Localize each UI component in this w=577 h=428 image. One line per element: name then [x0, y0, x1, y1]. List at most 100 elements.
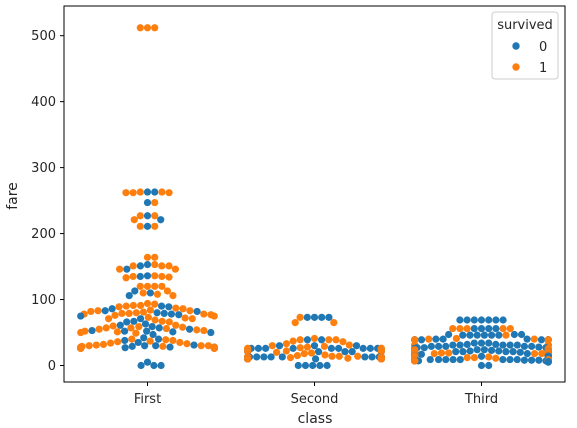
data-point-survived-1 — [188, 315, 196, 323]
data-point-survived-0 — [470, 316, 478, 324]
data-point-survived-1 — [286, 353, 295, 362]
data-point-survived-0 — [121, 344, 129, 352]
data-point-survived-0 — [267, 353, 275, 361]
data-point-survived-0 — [148, 322, 156, 331]
data-point-survived-1 — [296, 313, 304, 321]
data-point-survived-0 — [480, 331, 488, 339]
data-point-survived-0 — [136, 262, 145, 270]
data-point-survived-0 — [310, 313, 319, 321]
data-point-survived-1 — [282, 347, 290, 355]
x-tick-label: Third — [464, 392, 498, 407]
data-point-survived-1 — [136, 188, 144, 196]
data-point-survived-1 — [151, 282, 159, 290]
data-point-survived-0 — [143, 222, 152, 230]
data-point-survived-0 — [143, 272, 152, 280]
data-point-survived-1 — [118, 309, 126, 317]
data-point-survived-0 — [175, 311, 183, 319]
data-point-survived-0 — [348, 348, 356, 356]
data-point-survived-0 — [502, 348, 510, 356]
data-point-survived-0 — [301, 361, 310, 370]
data-point-survived-0 — [143, 212, 152, 220]
data-point-survived-0 — [420, 344, 428, 352]
data-point-survived-0 — [108, 305, 116, 313]
data-point-survived-1 — [85, 342, 93, 350]
data-point-survived-0 — [537, 336, 546, 344]
data-point-survived-1 — [445, 349, 453, 357]
data-point-survived-0 — [77, 312, 85, 320]
data-point-survived-1 — [544, 336, 552, 344]
data-point-survived-1 — [163, 287, 172, 295]
y-axis-ticks: 0 100 200 300 400 500 — [31, 29, 64, 374]
data-point-survived-1 — [129, 262, 137, 270]
data-point-survived-0 — [128, 342, 136, 350]
data-point-survived-0 — [359, 344, 367, 352]
data-point-survived-0 — [449, 341, 457, 349]
y-tick-label: 0 — [48, 359, 56, 374]
data-point-survived-0 — [316, 361, 324, 370]
data-point-survived-0 — [485, 339, 493, 347]
legend-title: survived — [497, 18, 553, 33]
data-point-survived-0 — [323, 361, 331, 370]
data-point-survived-0 — [143, 327, 151, 335]
data-point-survived-0 — [495, 331, 503, 339]
data-point-survived-0 — [463, 316, 471, 324]
data-point-survived-0 — [439, 335, 447, 343]
data-point-survived-0 — [477, 339, 486, 347]
data-point-survived-1 — [345, 341, 353, 349]
data-point-survived-0 — [485, 361, 493, 370]
data-point-survived-0 — [136, 272, 144, 281]
data-point-survived-1 — [289, 337, 297, 345]
data-point-survived-1 — [377, 355, 385, 363]
data-point-survived-1 — [136, 282, 144, 290]
x-axis-label: class — [298, 411, 333, 427]
data-point-survived-1 — [339, 338, 347, 346]
data-point-survived-0 — [167, 310, 176, 318]
data-point-survived-0 — [516, 348, 524, 356]
data-point-survived-1 — [463, 353, 471, 362]
y-axis-label: fare — [5, 182, 21, 210]
data-point-survived-1 — [296, 344, 304, 352]
data-point-survived-1 — [463, 324, 471, 333]
data-point-survived-0 — [317, 336, 326, 344]
data-point-survived-1 — [136, 301, 145, 310]
data-point-survived-0 — [361, 353, 369, 361]
data-point-survived-0 — [513, 341, 521, 349]
data-point-survived-1 — [122, 274, 130, 282]
data-point-survived-0 — [314, 348, 323, 356]
data-point-survived-1 — [179, 323, 187, 331]
data-point-survived-0 — [193, 307, 201, 316]
data-point-survived-1 — [151, 24, 159, 32]
data-point-survived-0 — [485, 324, 493, 333]
data-point-survived-1 — [115, 303, 123, 311]
data-point-survived-1 — [130, 216, 138, 224]
data-point-survived-1 — [291, 319, 299, 327]
data-point-survived-0 — [278, 353, 286, 361]
data-point-survived-0 — [510, 330, 518, 339]
data-point-survived-0 — [434, 355, 443, 364]
data-point-survived-1 — [411, 357, 419, 365]
data-point-survived-0 — [157, 302, 166, 310]
data-point-survived-1 — [158, 282, 166, 290]
data-point-survived-0 — [417, 336, 426, 344]
data-point-survived-1 — [200, 326, 208, 335]
data-point-survived-0 — [459, 331, 467, 339]
data-point-survived-0 — [143, 198, 152, 207]
data-point-survived-1 — [470, 353, 479, 362]
data-point-survived-0 — [368, 353, 376, 361]
data-point-survived-0 — [432, 335, 440, 343]
data-point-survived-1 — [136, 24, 144, 32]
data-point-survived-1 — [162, 324, 171, 333]
data-point-survived-1 — [204, 342, 212, 350]
data-point-survived-0 — [303, 313, 311, 321]
data-point-survived-1 — [129, 301, 137, 310]
data-point-survived-1 — [325, 336, 333, 344]
legend-box — [491, 11, 559, 80]
data-point-survived-0 — [341, 348, 349, 356]
data-point-survived-1 — [102, 324, 110, 332]
data-point-survived-0 — [311, 355, 320, 363]
data-point-survived-1 — [114, 338, 122, 346]
data-point-survived-1 — [153, 290, 162, 298]
data-point-survived-1 — [165, 262, 173, 270]
data-point-survived-0 — [136, 315, 145, 323]
data-point-survived-1 — [210, 312, 218, 320]
